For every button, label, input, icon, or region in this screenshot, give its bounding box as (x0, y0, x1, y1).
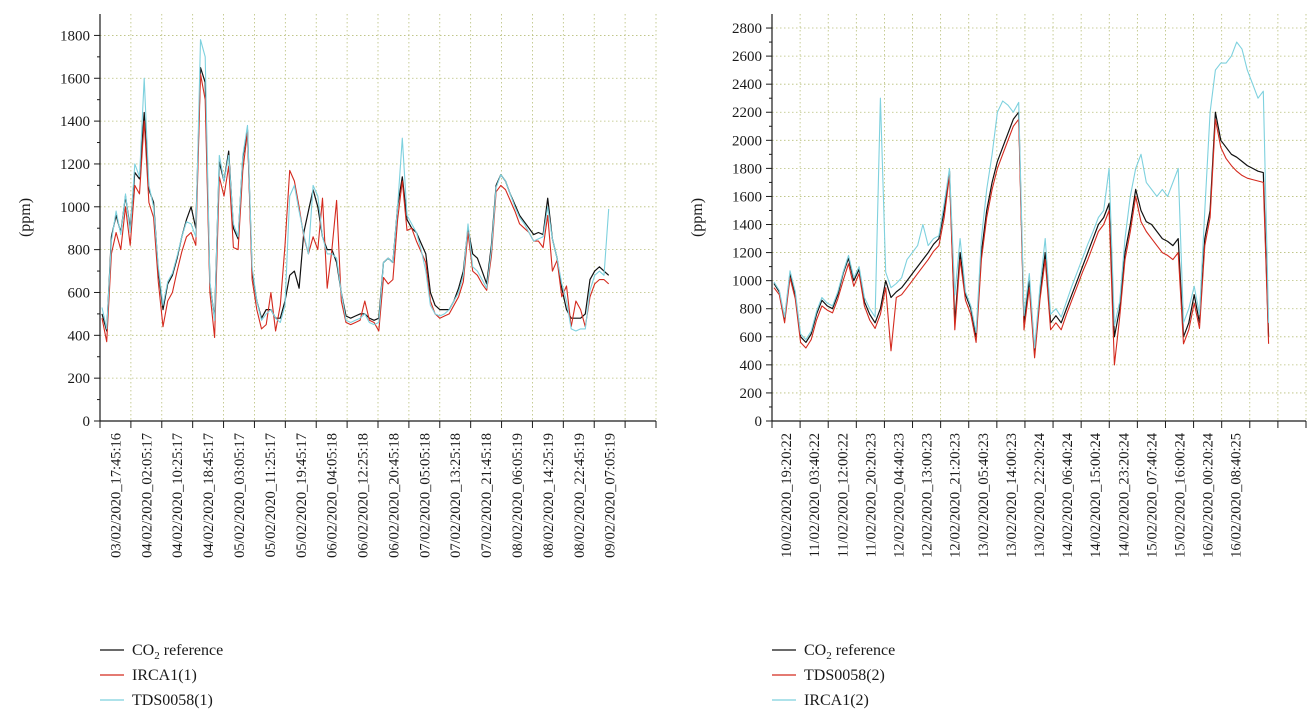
y-tick-label: 1000 (60, 200, 90, 216)
y-tick-label: 1400 (732, 218, 762, 234)
legend-label: IRCA1(2) (804, 692, 869, 709)
y-tick-label: 2400 (732, 77, 762, 93)
x-tick-label: 06/02/2020_04:05:18 (325, 433, 341, 558)
x-tick-label: 16/02/2020_00:20:24 (1201, 432, 1217, 558)
x-tick-label: 11/02/2020_12:00:22 (835, 433, 851, 557)
x-tick-label: 12/02/2020_13:00:23 (920, 433, 936, 558)
x-tick-label: 07/02/2020_21:45:18 (479, 433, 495, 558)
x-tick-label: 08/02/2020_22:45:19 (572, 433, 588, 558)
legend-label: CO2 reference (132, 642, 223, 662)
x-tick-label: 05/02/2020_11:25:17 (263, 433, 279, 557)
x-tick-label: 07/02/2020_05:05:18 (417, 433, 433, 558)
series-line-2 (773, 41, 1270, 349)
y-axis-label: (ppm) (689, 198, 706, 237)
x-tick-label: 11/02/2020_20:20:23 (863, 433, 879, 557)
series-line-1 (773, 118, 1270, 366)
y-tick-label: 800 (740, 302, 763, 318)
y-tick-label: 200 (740, 386, 763, 402)
y-tick-label: 1800 (732, 161, 762, 177)
y-tick-label: 1400 (60, 114, 90, 130)
x-tick-label: 08/02/2020_14:25:19 (541, 433, 557, 558)
series-line-2 (101, 39, 610, 332)
x-tick-label: 12/02/2020_04:40:23 (891, 433, 907, 558)
x-tick-label: 04/02/2020_10:25:17 (170, 433, 186, 558)
y-tick-label: 400 (68, 328, 91, 344)
y-tick-label: 1600 (732, 189, 762, 205)
x-tick-label: 06/02/2020_12:25:18 (356, 433, 372, 558)
legend-label: CO2 reference (804, 642, 895, 662)
y-tick-label: 0 (755, 414, 763, 430)
y-tick-label: 2600 (732, 49, 762, 65)
y-tick-label: 1000 (732, 274, 762, 290)
y-tick-label: 600 (740, 330, 763, 346)
y-tick-label: 1200 (732, 246, 762, 262)
x-tick-label: 12/02/2020_21:20:23 (948, 433, 964, 558)
y-tick-label: 800 (68, 243, 91, 259)
y-tick-label: 200 (68, 371, 91, 387)
x-tick-label: 04/02/2020_02:05:17 (139, 433, 155, 558)
x-tick-label: 03/02/2020_17:45:16 (108, 433, 124, 558)
x-tick-label: 05/02/2020_03:05:17 (232, 433, 248, 558)
y-axis-label: (ppm) (17, 198, 34, 237)
x-tick-label: 13/02/2020_05:40:23 (976, 433, 992, 558)
y-tick-label: 1600 (60, 71, 90, 87)
left-chart-panel: 0 200 400 600 800 1000 1200 1400 1600 1800 03/02/2… (17, 14, 657, 709)
x-tick-label: 09/02/2020_07:05:19 (603, 433, 619, 558)
x-tick-label: 14/02/2020_15:00:24 (1088, 432, 1104, 558)
series-line-0 (101, 66, 610, 332)
x-tick-label: 13/02/2020_14:00:23 (1004, 433, 1020, 558)
x-tick-label: 04/02/2020_18:45:17 (201, 433, 217, 558)
legend-label: TDS0058(1) (132, 692, 213, 709)
y-tick-label: 400 (740, 358, 763, 374)
x-tick-label: 14/02/2020_23:20:24 (1116, 432, 1132, 558)
y-tick-label: 600 (68, 285, 91, 301)
y-tick-label: 0 (83, 414, 91, 430)
x-tick-label: 07/02/2020_13:25:18 (448, 433, 464, 558)
legend-label: IRCA1(1) (132, 667, 197, 684)
x-tick-label: 05/02/2020_19:45:17 (294, 433, 310, 558)
x-tick-label: 15/02/2020_07:40:24 (1144, 432, 1160, 558)
y-tick-label: 1800 (60, 28, 90, 44)
x-tick-label: 16/02/2020_08:40:25 (1229, 433, 1245, 558)
y-tick-label: 1200 (60, 157, 90, 173)
x-tick-label: 08/02/2020_06:05:19 (510, 433, 526, 558)
y-tick-label: 2200 (732, 105, 762, 121)
right-chart-panel: 0 200 400 600 800 1000 1200 1400 1600 1800 2000 220… (689, 14, 1307, 709)
x-tick-label: 13/02/2020_22:20:24 (1032, 432, 1048, 558)
x-tick-label: 14/02/2020_06:40:24 (1060, 432, 1076, 558)
x-tick-label: 06/02/2020_20:45:18 (386, 433, 402, 558)
series-line-1 (101, 73, 610, 343)
y-tick-label: 2000 (732, 133, 762, 149)
x-tick-label: 11/02/2020_03:40:22 (807, 433, 823, 557)
legend-label: TDS0058(2) (804, 667, 885, 684)
y-tick-label: 2800 (732, 21, 762, 37)
x-tick-label: 15/02/2020_16:00:24 (1173, 432, 1189, 558)
x-tick-label: 10/02/2020_19:20:22 (779, 433, 795, 558)
